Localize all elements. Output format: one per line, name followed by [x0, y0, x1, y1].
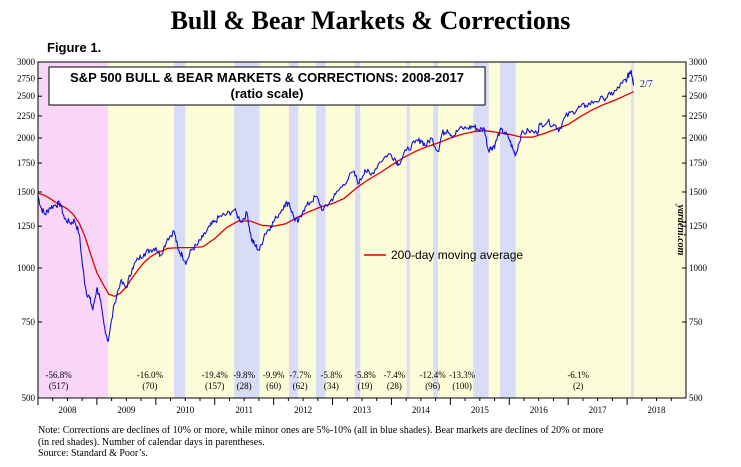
- annotation-days: (100): [452, 381, 472, 391]
- x-tick-label: 2012: [294, 405, 312, 415]
- x-tick-label: 2010: [176, 405, 195, 415]
- x-tick-label: 2011: [235, 405, 253, 415]
- y-tick-label-right: 1000: [689, 263, 708, 273]
- annotation-pct: -19.4%: [202, 370, 229, 380]
- y-tick-label-right: 1250: [689, 221, 708, 231]
- note-line-1: Note: Corrections are declines of 10% or…: [38, 425, 604, 436]
- sp500-line: [38, 69, 635, 342]
- annotation-pct: -6.1%: [567, 370, 589, 380]
- annotation-days: (28): [237, 381, 252, 391]
- y-tick-label-left: 2750: [17, 73, 36, 83]
- correction-shade: [174, 62, 186, 398]
- end-value-label: 2/7: [640, 79, 653, 90]
- annotation-days: (62): [293, 381, 308, 391]
- annotation-days: (28): [387, 381, 402, 391]
- chart-subtitle: (ratio scale): [231, 86, 304, 101]
- shaded-periods: [38, 62, 634, 398]
- footnote: Note: Corrections are declines of 10% or…: [38, 425, 698, 460]
- annotation-days: (60): [266, 381, 281, 391]
- annotation-days: (96): [425, 381, 440, 391]
- moving-average-line: [38, 91, 634, 298]
- x-tick-label: 2018: [648, 405, 667, 415]
- y-tick-label-left: 2500: [17, 91, 36, 101]
- x-tick-label: 2014: [412, 405, 431, 415]
- annotation-pct: -5.8%: [320, 370, 342, 380]
- annotation-pct: -12.4%: [420, 370, 447, 380]
- figure-label: Figure 1.: [47, 40, 102, 55]
- annotation-pct: -56.8%: [45, 370, 72, 380]
- correction-shade: [288, 62, 299, 398]
- annotation-days: (19): [357, 381, 372, 391]
- correction-shade: [406, 62, 410, 398]
- correction-shade: [473, 62, 489, 398]
- correction-shade: [499, 62, 516, 398]
- annotation-pct: -7.4%: [384, 370, 406, 380]
- y-axis-left: 500 750 1000 1250 1500 1750 2000 2250 2500 2750 30…: [17, 57, 42, 403]
- y-tick-label-left: 2250: [17, 111, 36, 121]
- annotation-pct: -7.7%: [289, 370, 311, 380]
- annotation-pct: -5.8%: [354, 370, 376, 380]
- chart-title: S&P 500 BULL & BEAR MARKETS & CORRECTION…: [70, 70, 464, 85]
- y-tick-label-left: 750: [22, 317, 36, 327]
- x-tick-label: 2008: [58, 405, 77, 415]
- annotations: -56.8%(517)-16.0%(70)-19.4%(157)-9.8%(28…: [45, 370, 589, 391]
- annotation-days: (2): [573, 381, 584, 391]
- y-tick-label-right: 3000: [689, 57, 708, 67]
- correction-shade: [234, 62, 260, 398]
- note-line-2: (in red shades). Number of calendar days…: [38, 436, 265, 448]
- y-tick-label-left: 500: [22, 393, 36, 403]
- moving-average-group: [38, 91, 634, 298]
- x-tick-label: 2013: [353, 405, 372, 415]
- legend-label: 200-day moving average: [391, 248, 523, 262]
- annotation-pct: -9.9%: [263, 370, 285, 380]
- note-line-3: Source: Standard & Poor’s.: [38, 448, 148, 459]
- chart-title-box: S&P 500 BULL & BEAR MARKETS & CORRECTION…: [48, 66, 486, 106]
- x-tick-label: 2009: [117, 405, 136, 415]
- y-tick-label-left: 2000: [17, 133, 36, 143]
- y-tick-label-right: 2500: [689, 91, 708, 101]
- sp500-chart: 500 750 1000 1250 1500 1750 2000 2250 2500 2750 30…: [17, 57, 708, 415]
- watermark: yardeni.com: [675, 204, 686, 256]
- y-tick-label-right: 500: [689, 393, 703, 403]
- y-tick-label-right: 750: [689, 317, 703, 327]
- correction-shade: [354, 62, 361, 398]
- annotation-days: (157): [205, 381, 225, 391]
- page-title: Bull & Bear Markets & Corrections: [170, 6, 571, 35]
- correction-shade: [433, 62, 438, 398]
- annotation-days: (517): [49, 381, 69, 391]
- y-tick-label-left: 1500: [17, 187, 36, 197]
- y-axis-right: 500 750 1000 1250 1500 1750 2000 2250 2500 2750 30…: [682, 57, 708, 403]
- correction-shade: [316, 62, 326, 398]
- x-axis: 2008 2009 2010 2011 2012 2013 2014 2015 2016 2017…: [37, 398, 672, 415]
- y-tick-label-right: 2750: [689, 73, 708, 83]
- annotation-pct: -16.0%: [137, 370, 164, 380]
- y-tick-label-left: 3000: [17, 57, 36, 67]
- sp500-group: [38, 69, 635, 342]
- y-tick-label-right: 2250: [689, 111, 708, 121]
- legend: 200-day moving average: [364, 248, 523, 262]
- correction-shade: [631, 62, 634, 398]
- annotation-pct: -13.3%: [449, 370, 476, 380]
- annotation-days: (70): [142, 381, 157, 391]
- y-tick-label-right: 2000: [689, 133, 708, 143]
- y-tick-label-left: 1750: [17, 158, 36, 168]
- x-tick-label: 2016: [530, 405, 549, 415]
- y-tick-label-right: 1500: [689, 187, 708, 197]
- annotation-days: (34): [324, 381, 339, 391]
- annotation-pct: -9.8%: [233, 370, 255, 380]
- x-tick-label: 2017: [589, 405, 608, 415]
- bear-market-shade: [38, 62, 109, 398]
- y-tick-label-left: 1250: [17, 221, 36, 231]
- x-tick-label: 2015: [471, 405, 490, 415]
- y-tick-label-left: 1000: [17, 263, 36, 273]
- y-tick-label-right: 1750: [689, 158, 708, 168]
